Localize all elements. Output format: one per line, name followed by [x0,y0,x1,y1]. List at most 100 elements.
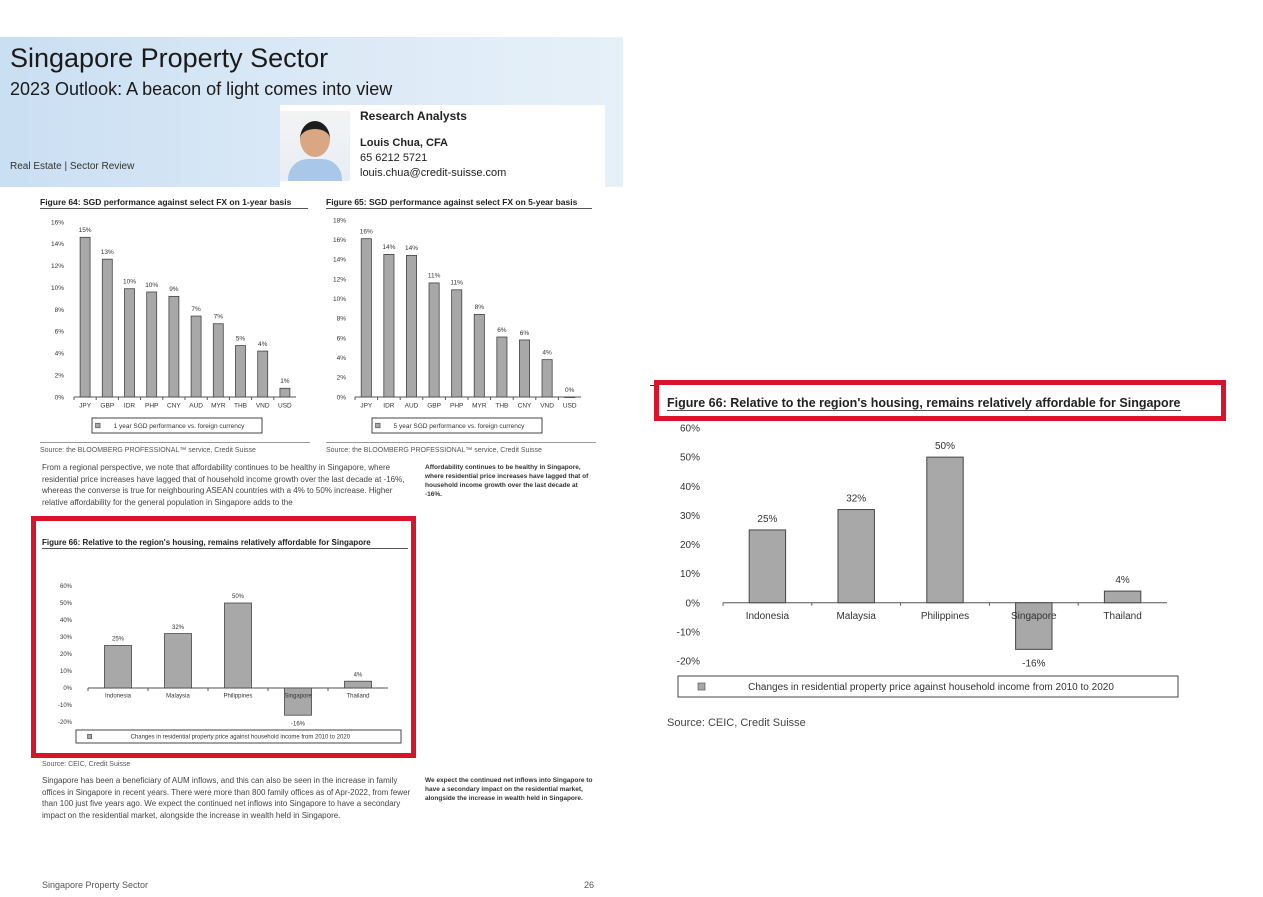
y-tick-label: 10% [333,296,346,303]
bar-myr [212,323,224,398]
x-tick-label: CNY [518,402,532,409]
bar-malaysia [837,509,875,604]
legend-box [75,729,402,744]
body-paragraph-1: From a regional perspective, we note tha… [42,463,405,507]
legend-label: 5 year SGD performance vs. foreign curre… [394,423,526,430]
x-tick-label: VND [256,402,270,409]
data-label: 10% [123,279,136,286]
y-tick-label: 16% [51,219,64,226]
y-tick-label: 40% [60,618,73,624]
y-tick-label: 16% [333,237,346,244]
y-tick-label: 8% [55,307,65,314]
data-label: 1% [280,378,290,385]
figure-64-title: Figure 64: SGD performance against selec… [40,197,308,209]
analyst-phone: 65 6212 5721 [360,152,428,164]
data-label: 14% [382,244,395,251]
x-tick-label: AUD [405,402,419,409]
data-label: 4% [354,672,363,678]
footer-title: Singapore Property Sector [42,880,149,890]
y-tick-label: 14% [333,257,346,264]
tick-mark [650,385,654,386]
x-tick-label: CNY [167,402,181,409]
x-tick-label: JPY [79,402,92,409]
x-tick-label: USD [563,402,577,409]
y-tick-label: 4% [55,351,65,358]
figure-64-source: Source: the BLOOMBERG PROFESSIONAL™ serv… [40,447,256,454]
y-tick-label: -10% [677,627,700,638]
bar-php [146,291,158,398]
bar-indonesia [104,645,132,689]
data-label: 5% [236,335,246,342]
y-tick-label: 0% [337,394,347,401]
bar-gbp [428,282,440,398]
data-label: 32% [846,494,866,505]
y-tick-label: -20% [58,720,73,726]
legend-swatch [697,682,706,691]
data-label: 0% [565,387,575,394]
analysts-heading: Research Analysts [360,109,467,123]
data-label: 7% [191,306,201,313]
data-label: 4% [542,349,552,356]
data-label: 25% [112,637,125,643]
x-tick-label: IDR [124,402,136,409]
y-tick-label: 12% [51,263,64,270]
figure-66-source-small: Source: CEIC, Credit Suisse [42,761,131,768]
data-label: 9% [169,286,179,293]
x-tick-label: USD [278,402,292,409]
bar-jpy [79,236,91,398]
x-tick-label: GBP [100,402,114,409]
y-tick-label: 12% [333,276,346,283]
y-tick-label: 4% [337,355,347,362]
analyst-email[interactable]: louis.chua@credit-suisse.com [360,167,507,179]
divider [326,442,596,443]
bar-philippines [926,456,964,604]
y-tick-label: 8% [337,316,347,323]
x-tick-label: VND [540,402,554,409]
bar-vnd [257,350,269,398]
bar-cny [519,339,530,398]
data-label: -16% [291,721,306,727]
y-tick-label: 10% [680,569,700,580]
bar-idr [383,254,395,398]
x-tick-label: Thailand [1103,611,1141,622]
x-tick-label: IDR [383,402,395,409]
analyst-name: Louis Chua, CFA [360,137,448,149]
report-category: Real Estate | Sector Review [10,161,135,172]
analyst-card: Research Analysts Louis Chua, CFA 65 621… [280,105,605,187]
bar-philippines [224,602,252,689]
y-tick-label: -20% [677,657,700,668]
bar-cny [168,295,180,398]
bar-thb [496,336,508,398]
y-tick-label: 14% [51,241,64,248]
data-label: 50% [232,594,245,600]
x-tick-label: PHP [145,402,158,409]
legend-swatch [375,422,381,429]
bar-thb [235,345,246,398]
figure-65-source: Source: the BLOOMBERG PROFESSIONAL™ serv… [326,447,542,454]
x-tick-label: THB [495,402,508,409]
y-tick-label: 0% [686,598,701,609]
data-label: 6% [520,330,530,337]
y-tick-label: 6% [337,335,347,342]
bar-idr [124,288,135,398]
data-label: 14% [405,245,418,252]
analyst-photo [280,111,350,181]
y-tick-label: 30% [680,511,700,522]
x-tick-label: Thailand [346,694,369,700]
data-label: 15% [79,227,92,234]
y-tick-label: 20% [680,540,700,551]
data-label: 10% [145,282,158,289]
data-label: 32% [172,625,185,631]
bar-aud [190,315,202,398]
data-label: 7% [214,314,224,321]
legend-box [91,417,263,434]
data-label: 16% [360,228,373,235]
data-label: -16% [1022,658,1045,669]
figure-66-source-large: Source: CEIC, Credit Suisse [667,717,806,729]
data-label: 11% [428,273,441,280]
sidebar-note-2: We expect the continued net inflows into… [425,777,593,802]
y-tick-label: 50% [680,453,700,464]
bar-singapore [1015,602,1053,650]
y-tick-label: 0% [55,394,65,401]
x-tick-label: AUD [189,402,203,409]
